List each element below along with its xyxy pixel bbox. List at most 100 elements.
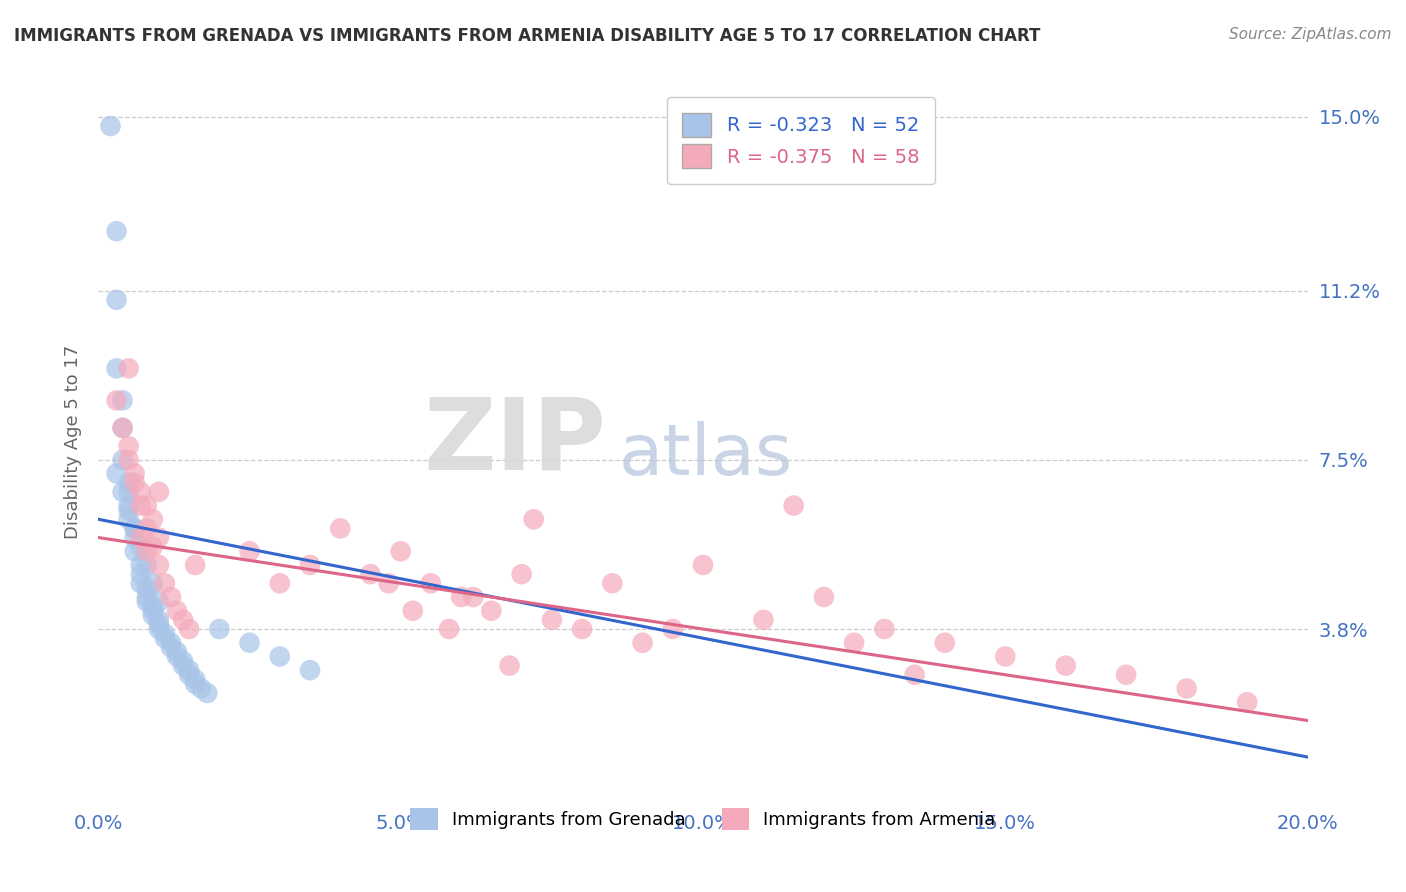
- Point: [135, 499, 157, 513]
- Point: [450, 590, 472, 604]
- Point: [118, 453, 141, 467]
- Point: [1175, 681, 1198, 696]
- Point: [269, 576, 291, 591]
- Point: [692, 558, 714, 572]
- Point: [190, 681, 212, 696]
- Point: [148, 622, 170, 636]
- Point: [135, 590, 157, 604]
- Point: [148, 613, 170, 627]
- Point: [105, 393, 128, 408]
- Point: [510, 567, 533, 582]
- Point: [195, 686, 218, 700]
- Point: [118, 512, 141, 526]
- Point: [208, 622, 231, 636]
- Point: [377, 576, 399, 591]
- Y-axis label: Disability Age 5 to 17: Disability Age 5 to 17: [63, 344, 82, 539]
- Point: [118, 503, 141, 517]
- Point: [142, 512, 165, 526]
- Point: [142, 599, 165, 614]
- Point: [111, 421, 134, 435]
- Point: [437, 622, 460, 636]
- Point: [523, 512, 546, 526]
- Point: [129, 567, 152, 582]
- Point: [118, 484, 141, 499]
- Point: [172, 654, 194, 668]
- Point: [105, 293, 128, 307]
- Point: [118, 475, 141, 490]
- Point: [179, 663, 201, 677]
- Point: [142, 608, 165, 623]
- Point: [129, 499, 152, 513]
- Point: [124, 521, 146, 535]
- Point: [160, 640, 183, 655]
- Point: [994, 649, 1017, 664]
- Point: [1054, 658, 1077, 673]
- Point: [111, 393, 134, 408]
- Point: [129, 558, 152, 572]
- Point: [166, 645, 188, 659]
- Point: [160, 636, 183, 650]
- Point: [148, 484, 170, 499]
- Point: [118, 361, 141, 376]
- Point: [498, 658, 520, 673]
- Text: atlas: atlas: [619, 422, 793, 491]
- Point: [172, 658, 194, 673]
- Point: [1115, 667, 1137, 681]
- Point: [124, 475, 146, 490]
- Point: [105, 224, 128, 238]
- Point: [1236, 695, 1258, 709]
- Point: [813, 590, 835, 604]
- Point: [172, 613, 194, 627]
- Point: [135, 558, 157, 572]
- Point: [135, 594, 157, 608]
- Point: [752, 613, 775, 627]
- Point: [142, 604, 165, 618]
- Point: [153, 576, 176, 591]
- Point: [239, 544, 262, 558]
- Point: [124, 544, 146, 558]
- Point: [179, 667, 201, 681]
- Point: [118, 439, 141, 453]
- Point: [124, 531, 146, 545]
- Point: [111, 453, 134, 467]
- Point: [105, 467, 128, 481]
- Point: [129, 531, 152, 545]
- Point: [153, 631, 176, 645]
- Point: [329, 521, 352, 535]
- Point: [299, 558, 322, 572]
- Point: [124, 521, 146, 535]
- Point: [129, 540, 152, 554]
- Point: [148, 558, 170, 572]
- Point: [184, 673, 207, 687]
- Point: [661, 622, 683, 636]
- Point: [934, 636, 956, 650]
- Point: [148, 594, 170, 608]
- Legend: Immigrants from Grenada, Immigrants from Armenia: Immigrants from Grenada, Immigrants from…: [404, 801, 1002, 837]
- Point: [783, 499, 806, 513]
- Point: [463, 590, 485, 604]
- Point: [135, 581, 157, 595]
- Point: [269, 649, 291, 664]
- Point: [111, 421, 134, 435]
- Point: [540, 613, 562, 627]
- Text: Source: ZipAtlas.com: Source: ZipAtlas.com: [1229, 27, 1392, 42]
- Point: [184, 677, 207, 691]
- Point: [184, 558, 207, 572]
- Point: [571, 622, 593, 636]
- Point: [118, 499, 141, 513]
- Point: [844, 636, 866, 650]
- Point: [873, 622, 896, 636]
- Point: [105, 361, 128, 376]
- Point: [360, 567, 382, 582]
- Point: [153, 626, 176, 640]
- Point: [129, 484, 152, 499]
- Point: [239, 636, 262, 650]
- Point: [148, 531, 170, 545]
- Point: [299, 663, 322, 677]
- Point: [631, 636, 654, 650]
- Point: [389, 544, 412, 558]
- Point: [124, 467, 146, 481]
- Point: [166, 604, 188, 618]
- Point: [142, 540, 165, 554]
- Point: [402, 604, 425, 618]
